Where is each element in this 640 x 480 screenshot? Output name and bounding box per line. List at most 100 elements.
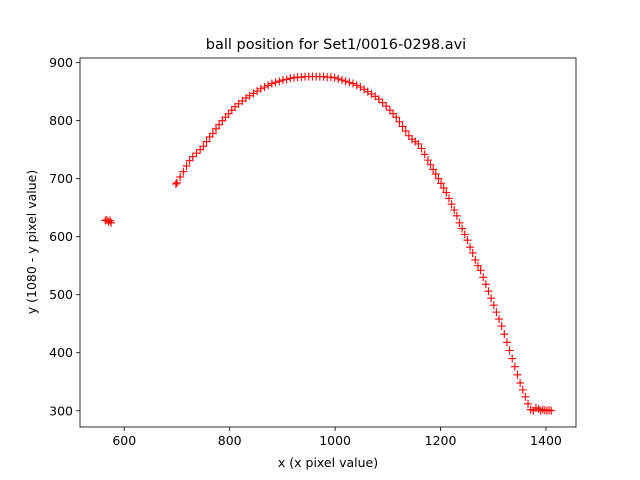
data-point-marker — [447, 200, 456, 209]
data-point-marker — [211, 124, 220, 133]
data-point-marker — [107, 218, 116, 227]
data-point-marker — [172, 178, 181, 187]
y-axis-ticks: 300 400 500 600 700 800 900 — [49, 55, 80, 418]
data-point-marker — [426, 160, 435, 169]
plot-frame — [79, 57, 577, 428]
chart-title: ball position for Set1/0016-0298.avi — [206, 37, 466, 53]
data-point-marker — [463, 236, 472, 245]
y-axis-label: y (1080 - y pixel value) — [24, 170, 39, 314]
data-point-marker — [215, 120, 224, 129]
data-point-marker — [513, 370, 522, 379]
x-tick-label: 1200 — [425, 433, 457, 448]
data-point-marker — [479, 273, 488, 282]
data-point-marker — [260, 83, 269, 92]
data-point-marker — [264, 81, 273, 90]
data-point-marker — [319, 72, 328, 81]
data-markers — [101, 72, 556, 415]
data-point-marker — [282, 75, 291, 84]
data-point-marker — [500, 330, 509, 339]
data-point-marker — [471, 255, 480, 264]
data-point-marker — [452, 211, 461, 220]
data-point-marker — [481, 280, 490, 289]
data-point-marker — [345, 78, 354, 87]
data-point-marker — [278, 76, 287, 85]
data-point-marker — [508, 354, 517, 363]
data-point-marker — [458, 224, 467, 233]
data-point-marker — [450, 206, 459, 215]
data-point-marker — [423, 156, 432, 165]
data-point-marker — [487, 294, 496, 303]
x-tick-label: 600 — [112, 433, 136, 448]
data-point-marker — [275, 77, 284, 86]
data-point-marker — [208, 129, 217, 138]
x-axis-ticks: 600 800 1000 1200 1400 — [112, 427, 562, 448]
data-point-marker — [431, 170, 440, 179]
y-tick-label: 900 — [49, 55, 73, 70]
data-point-marker — [326, 73, 335, 82]
data-point-marker — [439, 183, 448, 192]
data-point-marker — [334, 74, 343, 83]
data-point-marker — [395, 117, 404, 126]
data-point-marker — [521, 392, 530, 401]
data-point-marker — [401, 127, 410, 136]
data-point-marker — [534, 405, 543, 414]
data-point-marker — [444, 194, 453, 203]
data-point-marker — [202, 137, 211, 146]
data-point-marker — [538, 405, 547, 414]
data-point-marker — [374, 95, 383, 104]
data-point-marker — [352, 81, 361, 90]
data-point-marker — [192, 149, 201, 158]
data-point-marker — [524, 399, 533, 408]
data-point-marker — [417, 144, 426, 153]
y-tick-label: 700 — [49, 171, 73, 186]
data-point-marker — [492, 308, 501, 317]
data-point-marker — [176, 172, 185, 181]
data-point-marker — [489, 301, 498, 310]
data-point-marker — [188, 152, 197, 161]
data-point-marker — [518, 385, 527, 394]
data-point-marker — [341, 77, 350, 86]
data-point-marker — [442, 188, 451, 197]
y-tick-label: 600 — [49, 229, 73, 244]
data-point-marker — [199, 142, 208, 151]
data-point-marker — [460, 230, 469, 239]
data-point-marker — [420, 150, 429, 159]
x-tick-label: 800 — [218, 433, 242, 448]
x-tick-label: 1000 — [319, 433, 351, 448]
data-point-marker — [495, 315, 504, 324]
data-point-marker — [476, 266, 485, 275]
data-point-marker — [437, 179, 446, 188]
data-point-marker — [337, 76, 346, 85]
data-point-marker — [516, 378, 525, 387]
data-point-marker — [256, 84, 265, 93]
data-point-marker — [330, 73, 339, 82]
data-point-marker — [382, 102, 391, 111]
data-point-marker — [297, 73, 306, 82]
data-point-marker — [497, 322, 506, 331]
data-point-marker — [547, 406, 556, 415]
data-point-marker — [414, 139, 423, 148]
y-tick-label: 500 — [49, 287, 73, 302]
data-point-marker — [473, 261, 482, 270]
data-point-marker — [466, 243, 475, 252]
data-point-marker — [290, 73, 299, 82]
data-point-marker — [468, 248, 477, 257]
data-point-marker — [545, 406, 554, 415]
data-point-marker — [171, 179, 180, 188]
data-point-marker — [505, 346, 514, 355]
data-point-marker — [378, 98, 387, 107]
x-tick-label: 1400 — [530, 433, 562, 448]
data-point-marker — [286, 74, 295, 83]
data-point-marker — [502, 338, 511, 347]
x-axis-label: x (x pixel value) — [278, 455, 378, 470]
data-point-marker — [267, 79, 276, 88]
data-point-marker — [392, 113, 401, 122]
data-point-marker — [185, 156, 194, 165]
y-tick-label: 300 — [49, 403, 73, 418]
data-point-marker — [271, 78, 280, 87]
data-point-marker — [429, 165, 438, 174]
data-point-marker — [398, 122, 407, 131]
data-point-marker — [455, 218, 464, 227]
data-point-marker — [182, 161, 191, 170]
